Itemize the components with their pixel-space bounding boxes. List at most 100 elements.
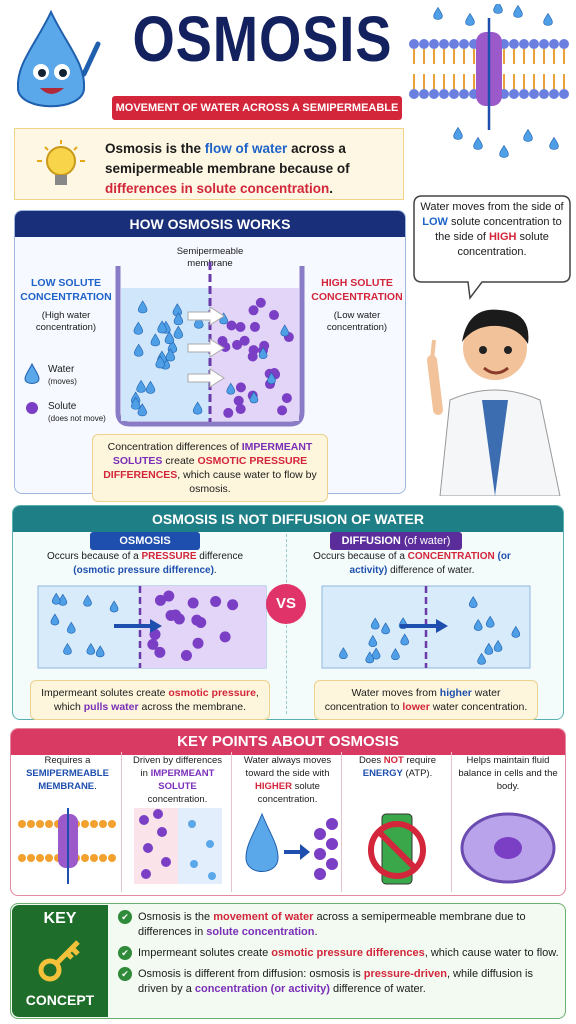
speech-text: Water moves from the side of LOW solute … (420, 200, 564, 260)
lipid-head (409, 39, 419, 49)
water-drop (258, 347, 268, 359)
solute (219, 631, 231, 643)
text-run: across the membrane. (138, 701, 246, 713)
water-drop (267, 372, 276, 385)
text-run: solute concentration. (257, 781, 320, 805)
lipid-head (529, 89, 539, 99)
water-drop (165, 348, 176, 362)
drop (190, 860, 198, 868)
solute (277, 405, 288, 416)
drop (188, 820, 196, 828)
key-point-icon (18, 808, 116, 884)
key-point-icon (368, 813, 426, 885)
lipid-head (419, 39, 429, 49)
solute (248, 305, 259, 316)
text-run: Driven by differences in (132, 755, 223, 779)
text-run: Impermeant solutes create (138, 947, 272, 959)
water-drop (484, 642, 494, 655)
highlight: IMPERMEANT SOLUTES (112, 441, 313, 467)
water-drop (280, 324, 290, 337)
water-drop (109, 600, 119, 613)
text-run: Concentration differences of (107, 441, 242, 453)
lipid-head (509, 39, 519, 49)
text-run: Osmosis is different from diffusion: osm… (138, 968, 364, 980)
head (90, 854, 98, 862)
text-run: Impermeant solutes create (41, 687, 169, 699)
solute (191, 614, 203, 626)
head (18, 854, 26, 862)
nucleus (494, 837, 522, 859)
intro-box: Osmosis is the flow of water across a se… (14, 128, 404, 200)
concept-bullets: Osmosis is the movement of water across … (116, 910, 560, 1003)
highlight: (or activity) (349, 551, 511, 576)
head (90, 820, 98, 828)
left-sub: (High water concentration) (35, 310, 97, 333)
solute (326, 838, 338, 850)
how-note: Concentration differences of IMPERMEANT … (92, 434, 328, 502)
legend-solute: Solute (48, 401, 77, 412)
concept-bullet: Osmosis is different from diffusion: osm… (116, 967, 560, 997)
arrow (400, 619, 448, 633)
water-drop (453, 126, 463, 140)
head (108, 854, 116, 862)
head (81, 854, 89, 862)
scientist (427, 309, 561, 496)
diffusion-label-main: DIFFUSION (341, 535, 401, 547)
highlight: osmotic pressure (168, 687, 256, 699)
right-sub: (Low water concentration) (326, 310, 388, 333)
head (99, 820, 107, 828)
water-drop (226, 382, 236, 395)
diffusion-note: Water moves from higher water concentrat… (314, 680, 538, 720)
osmosis-label: OSMOSIS (90, 532, 200, 550)
divider (286, 534, 287, 714)
highlight: lower (402, 701, 430, 713)
solute (235, 321, 246, 332)
solute (233, 395, 244, 406)
water-drop (63, 642, 72, 655)
text-run: . (329, 181, 334, 196)
head (108, 820, 116, 828)
left-title: LOW SOLUTE CONCENTRATION (20, 277, 112, 303)
right-title: HIGH SOLUTE CONCENTRATION (311, 277, 403, 303)
solute (226, 320, 237, 331)
head (27, 854, 35, 862)
water-drop (50, 613, 60, 626)
highlight: PRESSURE (141, 551, 197, 562)
text-run: . (314, 926, 318, 938)
lipid-head (439, 39, 449, 49)
how-title: HOW OSMOSIS WORKS (15, 211, 405, 237)
water-drop (173, 312, 184, 326)
highlight: solute concentration (206, 926, 315, 938)
water-drop (145, 380, 156, 394)
osmosis-note: Impermeant solutes create osmotic pressu… (30, 680, 270, 720)
highlight: pulls water (83, 701, 139, 713)
head (99, 854, 107, 862)
water-drop (137, 300, 148, 314)
solute (232, 339, 243, 350)
text-run: across a semipermeable membrane due to d… (138, 911, 526, 938)
intro-text: Osmosis is the flow of water across a se… (105, 139, 391, 199)
lipid-head (439, 89, 449, 99)
highlight: LOW (422, 216, 448, 228)
lipid-head (409, 89, 419, 99)
solute (187, 597, 199, 609)
flow-arrow (187, 306, 225, 326)
water-drop (194, 315, 204, 329)
lipid-head (539, 89, 549, 99)
arrow (114, 619, 162, 633)
water-drop (137, 403, 147, 417)
water-drop (150, 333, 161, 347)
no (376, 829, 418, 871)
solute (248, 345, 259, 356)
lipid-head (509, 89, 519, 99)
water-drop (499, 144, 509, 158)
highlight: movement of water (213, 911, 314, 923)
key-point: Does NOT require ENERGY (ATP). (344, 752, 452, 892)
water-drop (543, 12, 553, 26)
drop (206, 840, 214, 848)
water-drop (391, 648, 400, 661)
diffusion-desc: Occurs because of a CONCENTRATION (or ac… (312, 550, 512, 578)
lipid-head (429, 89, 439, 99)
water-drop (173, 325, 184, 339)
solute (143, 843, 153, 853)
